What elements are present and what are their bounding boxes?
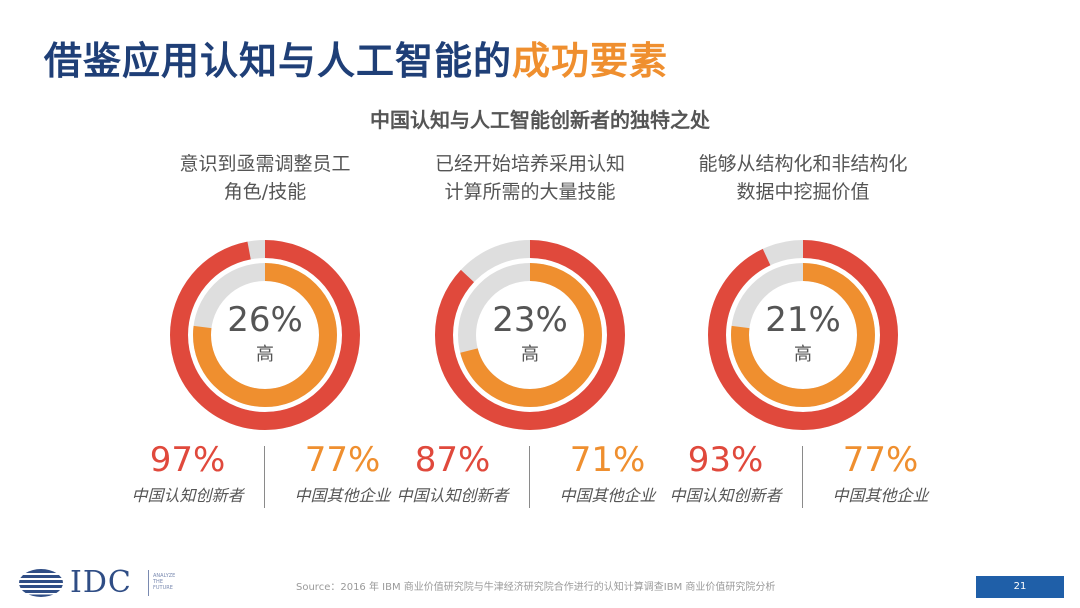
stats-divider — [802, 446, 803, 508]
factor-title-line2: 数据中挖掘价值 — [736, 181, 870, 203]
donut-svg — [170, 240, 360, 430]
donut-chart: 26% 高 — [170, 240, 360, 430]
logo-tagline-line: ANALYZE — [153, 573, 176, 579]
stats-row: 93% 中国认知创新者 77% 中国其他企业 — [653, 440, 953, 510]
donut-chart: 23% 高 — [435, 240, 625, 430]
factor-title-line1: 已经开始培养采用认知 — [434, 153, 625, 175]
stat-value: 97% — [149, 440, 226, 480]
factor-card-1: 意识到亟需调整员工 角色/技能 26% 高 97% 中国认知创新者 77% 中国… — [115, 150, 415, 510]
slide-title: 借鉴应用认知与人工智能的成功要素 — [44, 30, 668, 85]
logo-separator — [148, 570, 149, 596]
factor-title-line2: 计算所需的大量技能 — [444, 181, 616, 203]
center-label: 高 — [521, 344, 539, 365]
stat-caption: 中国认知创新者 — [396, 486, 509, 505]
factor-title: 能够从结构化和非结构化 数据中挖掘价值 — [653, 150, 953, 214]
stat-caption: 中国认知创新者 — [131, 486, 244, 505]
stat-others: 71% 中国其他企业 — [535, 440, 680, 506]
logo-tagline-line: THE — [153, 579, 163, 585]
stat-innovators: 97% 中国认知创新者 — [115, 440, 260, 506]
slide-subtitle: 中国认知与人工智能创新者的独特之处 — [370, 108, 710, 132]
outer-ring-value — [708, 240, 898, 430]
title-highlight: 成功要素 — [512, 39, 669, 83]
stat-others: 77% 中国其他企业 — [270, 440, 415, 506]
factor-title-line2: 角色/技能 — [223, 181, 307, 203]
inner-ring-value — [458, 263, 602, 407]
factor-title: 已经开始培养采用认知 计算所需的大量技能 — [380, 150, 680, 214]
globe-icon — [18, 569, 64, 597]
factor-title: 意识到亟需调整员工 角色/技能 — [115, 150, 415, 214]
center-percent: 23% — [492, 300, 568, 340]
factor-card-3: 能够从结构化和非结构化 数据中挖掘价值 21% 高 93% 中国认知创新者 77… — [653, 150, 953, 510]
stat-innovators: 87% 中国认知创新者 — [380, 440, 525, 506]
outer-ring-value — [435, 240, 625, 430]
inner-ring-value — [193, 263, 337, 407]
inner-ring-value — [731, 263, 875, 407]
center-label: 高 — [794, 344, 812, 365]
factor-card-2: 已经开始培养采用认知 计算所需的大量技能 23% 高 87% 中国认知创新者 7… — [380, 150, 680, 510]
stats-divider — [264, 446, 265, 508]
stat-caption: 中国其他企业 — [294, 486, 391, 505]
donut-chart: 21% 高 — [708, 240, 898, 430]
center-percent: 21% — [765, 300, 841, 340]
center-percent: 26% — [227, 300, 303, 340]
outer-ring-value — [170, 240, 360, 430]
stat-value: 71% — [569, 440, 646, 480]
center-label: 高 — [256, 344, 274, 365]
stats-row: 97% 中国认知创新者 77% 中国其他企业 — [115, 440, 415, 510]
idc-logo: IDC ANALYZE THE FUTURE — [18, 566, 198, 600]
stat-innovators: 93% 中国认知创新者 — [653, 440, 798, 506]
stat-value: 77% — [304, 440, 381, 480]
stats-row: 87% 中国认知创新者 71% 中国其他企业 — [380, 440, 680, 510]
stat-value: 77% — [842, 440, 919, 480]
logo-text: IDC — [70, 565, 132, 600]
logo-tagline: ANALYZE THE FUTURE — [153, 573, 193, 591]
stat-caption: 中国其他企业 — [559, 486, 656, 505]
donut-svg — [708, 240, 898, 430]
stats-divider — [529, 446, 530, 508]
factor-title-line1: 能够从结构化和非结构化 — [698, 153, 908, 175]
source-note: Source：2016 年 IBM 商业价值研究院与牛津经济研究院合作进行的认知… — [296, 582, 776, 593]
stat-others: 77% 中国其他企业 — [808, 440, 953, 506]
logo-tagline-line: FUTURE — [153, 585, 173, 591]
stat-value: 87% — [414, 440, 491, 480]
stat-caption: 中国其他企业 — [832, 486, 929, 505]
stat-value: 93% — [687, 440, 764, 480]
donut-svg — [435, 240, 625, 430]
factor-title-line1: 意识到亟需调整员工 — [179, 153, 351, 175]
title-main: 借鉴应用认知与人工智能的 — [44, 39, 513, 83]
page-number: 21 — [976, 576, 1064, 598]
stat-caption: 中国认知创新者 — [669, 486, 782, 505]
